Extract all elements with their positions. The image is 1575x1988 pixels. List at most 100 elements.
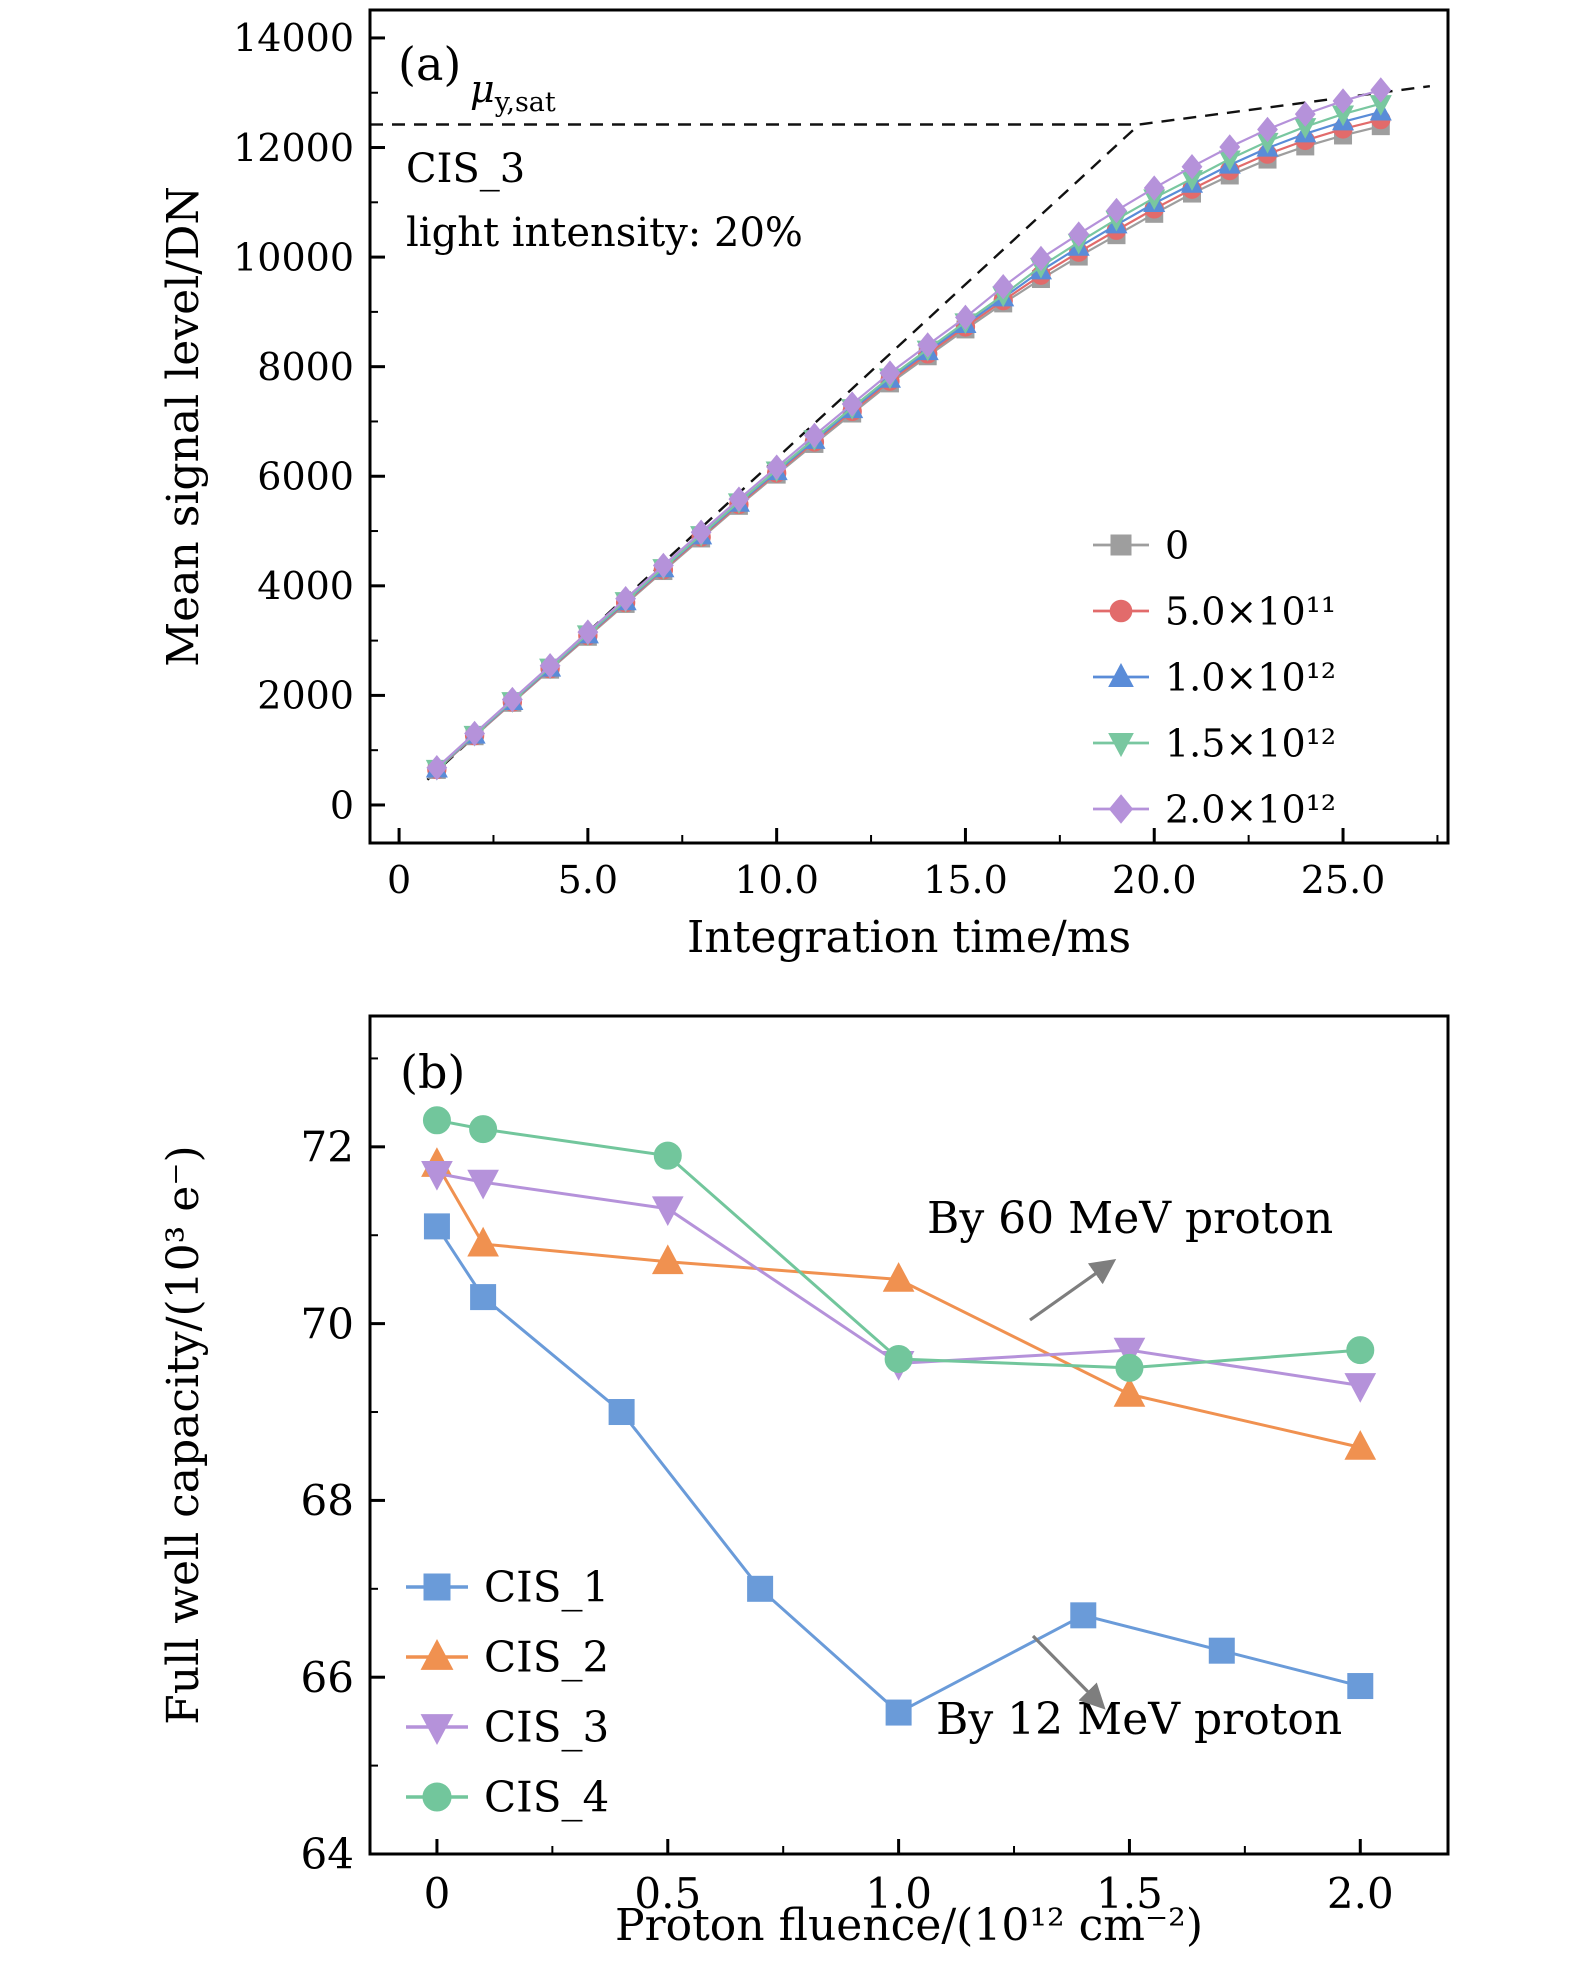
triangle-up-marker — [420, 1639, 454, 1670]
square-marker — [1208, 1637, 1235, 1664]
diamond-marker — [539, 653, 561, 679]
x-tick-label: 10.0 — [734, 858, 819, 902]
circle-marker — [1109, 599, 1133, 623]
diamond-marker — [1332, 88, 1354, 114]
legend: 0 5.0×10¹¹ 1.0×10¹² 1.5×10¹² 2.0×10¹² — [1093, 523, 1336, 831]
y-tick-label: 64 — [301, 1830, 354, 1879]
diamond-marker — [1106, 197, 1127, 224]
y-tick-label: 2000 — [257, 674, 354, 718]
ticks: 0 5.0 10.0 15.0 20.0 25.0 0 2000 4000 6000 8000 100… — [233, 16, 1439, 902]
diamond-marker — [728, 486, 750, 512]
mu-symbol: μ — [470, 67, 495, 111]
x-tick-label: 0 — [387, 858, 411, 902]
y-tick-label: 6000 — [257, 455, 354, 499]
mu-sat-label: μy,sat — [470, 67, 556, 118]
diamond-marker — [917, 332, 939, 358]
legend-label: CIS_2 — [484, 1633, 609, 1682]
square-marker — [1070, 1602, 1097, 1629]
x-tick-label: 0 — [424, 1869, 451, 1918]
circle-marker — [422, 1106, 451, 1135]
legend-label: 1.0×10¹² — [1165, 655, 1336, 699]
diamond-marker — [615, 585, 637, 612]
diamond-marker — [803, 422, 825, 449]
annotation-text: By 60 MeV proton — [927, 1193, 1333, 1244]
square-marker — [885, 1699, 912, 1726]
diamond-marker — [879, 360, 901, 386]
triangle-down-marker — [1108, 733, 1134, 758]
annotation-arrow — [1029, 1259, 1117, 1322]
triangle-up-marker — [1108, 662, 1134, 687]
panel-b-plot: 0 0.5 1.0 1.5 2.0 64 66 68 70 72 Proton fluence/(1… — [158, 1014, 1450, 1951]
panel-b-full-well-vs-proton-fluence-chart: 0 0.5 1.0 1.5 2.0 64 66 68 70 72 Proton fluence/(1… — [158, 1014, 1450, 1951]
panel-a-plot: 0 5.0 10.0 15.0 20.0 25.0 0 2000 4000 6000 8000 100… — [158, 8, 1450, 963]
series-line — [435, 1225, 1361, 1715]
x-tick-label: 1.5 — [1096, 1869, 1163, 1918]
legend: CIS_1 CIS_2 CIS_3 CIS_4 — [406, 1563, 609, 1822]
mu-subscript: y,sat — [494, 87, 556, 118]
diamond-marker — [1030, 245, 1052, 272]
y-tick-label: 14000 — [233, 16, 354, 60]
diamond-marker — [426, 755, 448, 781]
diamond-marker — [955, 304, 976, 331]
triangle-up-marker — [1344, 1430, 1377, 1460]
triangle-down-marker — [420, 1714, 454, 1745]
diamond-marker — [1108, 794, 1134, 824]
panel-a-signal-vs-integration-time-chart: 0 5.0 10.0 15.0 20.0 25.0 0 2000 4000 6000 8000 100… — [158, 8, 1450, 963]
triangle-up-marker — [882, 1262, 915, 1292]
y-tick-label: 0 — [330, 783, 354, 827]
diamond-marker — [652, 552, 674, 579]
series-CIS_1 — [423, 1213, 1374, 1726]
legend-label: 2.0×10¹² — [1165, 787, 1336, 831]
diamond-marker — [1370, 77, 1392, 103]
x-axis-label: Integration time/ms — [687, 912, 1131, 963]
square-marker — [1110, 534, 1132, 556]
triangle-down-marker — [421, 1160, 453, 1191]
circle-marker — [469, 1115, 498, 1144]
legend-label: CIS_1 — [484, 1563, 609, 1612]
square-marker — [470, 1284, 497, 1311]
circle-marker — [422, 1782, 452, 1812]
diamond-marker — [690, 519, 712, 545]
x-tick-label: 2.0 — [1327, 1869, 1394, 1918]
triangle-down-marker — [467, 1169, 499, 1200]
series-2-0-10- — [426, 77, 1392, 781]
circle-marker — [1346, 1336, 1375, 1365]
diamond-marker — [1257, 116, 1278, 143]
x-tick-label: 5.0 — [558, 858, 618, 902]
diamond-marker — [1143, 175, 1165, 201]
diamond-marker — [992, 273, 1014, 300]
legend-label: 1.5×10¹² — [1165, 721, 1336, 765]
diamond-marker — [1294, 101, 1316, 127]
square-marker — [747, 1575, 774, 1602]
annotation-text: By 12 MeV proton — [936, 1694, 1342, 1745]
axes-frame — [368, 1014, 1450, 1856]
series-line — [435, 1163, 1361, 1449]
x-tick-label: 1.0 — [865, 1869, 932, 1918]
inner-text: light intensity: 20% — [406, 210, 803, 256]
axes-frame — [368, 8, 1450, 845]
y-tick-label: 72 — [301, 1123, 354, 1172]
square-marker — [608, 1399, 635, 1426]
y-tick-label: 8000 — [257, 345, 354, 389]
y-tick-label: 68 — [301, 1476, 354, 1525]
diamond-marker — [1181, 154, 1203, 180]
triangle-down-marker — [1344, 1373, 1377, 1403]
circle-marker — [653, 1141, 682, 1170]
x-tick-label: 20.0 — [1112, 858, 1197, 902]
diamond-marker — [464, 720, 486, 747]
annotation-arrow — [1031, 1634, 1106, 1710]
triangle-up-marker — [467, 1226, 499, 1257]
y-tick-label: 10000 — [233, 235, 354, 279]
square-marker — [423, 1213, 450, 1240]
y-tick-label: 12000 — [233, 126, 354, 170]
legend-label: 5.0×10¹¹ — [1165, 589, 1336, 633]
series-line — [436, 1118, 1361, 1370]
y-axis-label: Full well capacity/(10³ e⁻) — [158, 1145, 209, 1724]
series-CIS_4 — [422, 1106, 1375, 1382]
triangle-down-marker — [1113, 1337, 1146, 1368]
square-marker — [423, 1573, 451, 1601]
legend-label: 0 — [1165, 523, 1189, 567]
legend-label: CIS_4 — [484, 1773, 609, 1822]
x-tick-label: 15.0 — [923, 858, 1008, 902]
